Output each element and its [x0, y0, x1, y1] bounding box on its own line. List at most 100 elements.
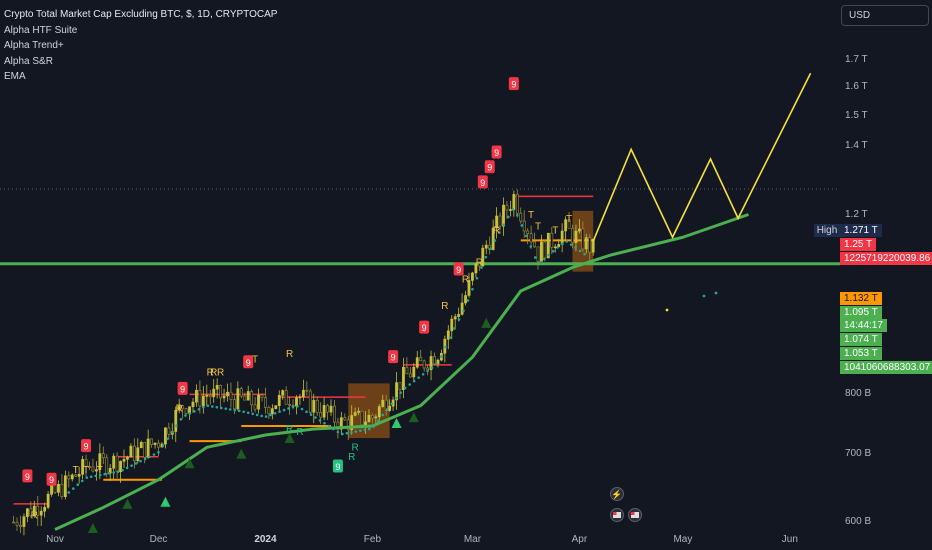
candle-body: [467, 280, 471, 296]
candle-body: [339, 417, 343, 430]
candle-body: [81, 459, 85, 475]
trend-dot: [542, 257, 546, 261]
y-tick-label: 700 B: [845, 447, 872, 459]
candle-body: [22, 516, 26, 527]
indicator-alpha-sr[interactable]: Alpha S&R: [4, 55, 53, 67]
signal-nine-label: 9: [25, 472, 30, 482]
trend-dot: [112, 471, 115, 474]
candle-body: [405, 366, 409, 375]
trend-dot: [246, 411, 250, 415]
candle-body: [395, 382, 398, 401]
countdown-badge: 14:44:17: [840, 319, 887, 332]
currency-selector[interactable]: USD: [841, 5, 929, 26]
candle-body: [122, 458, 126, 462]
trend-dot: [408, 383, 411, 386]
trend-dot: [480, 266, 483, 269]
trend-dot: [228, 408, 232, 411]
candle-body: [515, 194, 519, 214]
trend-dot: [524, 234, 528, 238]
x-tick-label: May: [673, 534, 693, 545]
candle-body: [164, 427, 167, 445]
trend-dot: [278, 410, 281, 413]
indicator-alpha-trend[interactable]: Alpha Trend+: [4, 40, 64, 51]
candle-body: [457, 314, 461, 317]
candle-body: [350, 415, 354, 431]
candle-body: [584, 237, 588, 250]
candle-body: [370, 414, 374, 419]
signal-letter: R: [352, 442, 359, 453]
trend-dot: [309, 413, 313, 416]
signal-letter: T: [552, 225, 558, 236]
signal-nine-marker: [81, 439, 92, 453]
candle-body: [477, 263, 481, 267]
candle-body: [226, 391, 229, 397]
candle-body: [419, 357, 423, 362]
trend-dot: [287, 407, 290, 410]
candle-body: [322, 405, 326, 418]
signal-nine-label: 9: [494, 148, 499, 158]
x-tick-label: 2024: [254, 534, 277, 545]
trend-dot: [224, 407, 228, 410]
trend-dot: [323, 421, 326, 425]
candle-body: [25, 508, 29, 517]
trend-dot: [327, 424, 331, 428]
signal-nine-label: 9: [511, 80, 516, 90]
signal-nine-marker: [332, 459, 343, 473]
trend-dot: [170, 430, 174, 434]
candle-body: [567, 219, 571, 229]
trend-triangle: [408, 412, 419, 423]
trend-triangle: [87, 522, 98, 533]
candle-body: [564, 219, 568, 232]
x-tick-label: Apr: [571, 534, 588, 545]
trend-dot: [134, 462, 138, 465]
trend-dot: [296, 404, 299, 408]
indicator-alpha-htf[interactable]: Alpha HTF Suite: [4, 24, 78, 36]
candle-body: [464, 295, 467, 304]
candle-body: [60, 483, 64, 497]
trend-dot: [300, 407, 304, 411]
indicator-ema[interactable]: EMA: [4, 71, 26, 82]
trend-dot: [125, 466, 129, 470]
trend-dot: [574, 246, 577, 250]
trend-dot: [233, 408, 237, 412]
candle-body: [12, 521, 16, 524]
trend-dot: [237, 409, 241, 413]
signal-nine-label: 9: [456, 265, 461, 275]
trend-dot: [206, 404, 210, 408]
trend-dot: [332, 427, 335, 431]
trend-dot: [188, 412, 192, 415]
signal-letter: T: [566, 214, 572, 225]
signal-nine-marker: [22, 469, 33, 483]
trend-dot: [367, 427, 371, 431]
candle-body: [267, 407, 271, 414]
trend-dot: [179, 417, 183, 421]
trend-dot: [466, 299, 470, 302]
signal-letter: T: [97, 465, 103, 476]
signal-nine-label: 9: [335, 462, 340, 472]
signal-nine-marker: [508, 77, 519, 91]
candle-body: [319, 412, 323, 418]
trend-dot: [385, 407, 389, 411]
candle-body: [205, 395, 209, 397]
candle-body: [519, 212, 523, 222]
trend-dot: [412, 379, 416, 383]
signal-nine-marker: [243, 355, 254, 369]
symbol-title[interactable]: Crypto Total Market Cap Excluding BTC, $…: [4, 9, 278, 20]
ema-badge: 1.053 T: [840, 347, 882, 360]
trend-dot: [421, 373, 425, 376]
y-tick-label: 800 B: [845, 388, 872, 400]
candle-body: [208, 395, 212, 398]
candle-body: [212, 388, 216, 398]
trend-dot: [341, 432, 344, 436]
trend-triangle: [481, 317, 492, 328]
signal-nine-label: 9: [422, 323, 427, 333]
high-label: High: [814, 224, 840, 237]
y-tick-label: 1.6 T: [845, 80, 868, 92]
candle-body: [526, 230, 530, 234]
trend-triangle: [391, 418, 402, 429]
trend-dot: [305, 410, 308, 414]
trend-dot: [175, 424, 178, 428]
candle-body: [233, 399, 236, 410]
